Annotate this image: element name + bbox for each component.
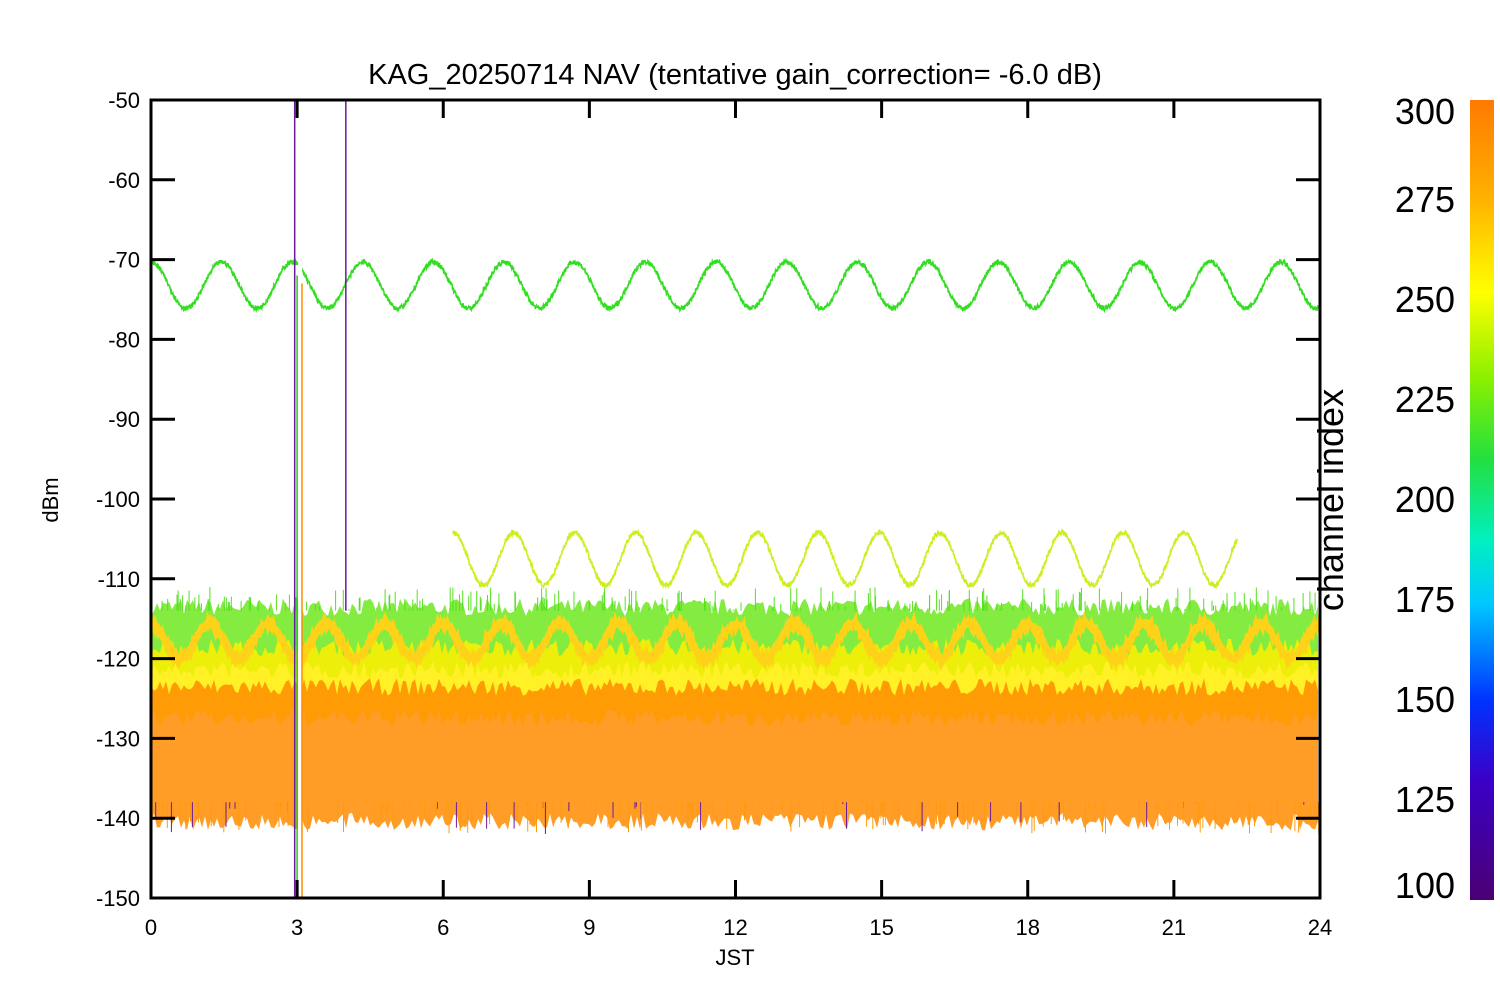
y-axis-label: dBm [38,477,63,522]
x-axis-ticks: 0 3 6 9 12 15 18 21 24 [145,100,1332,940]
x-tick-label: 0 [145,915,157,940]
colorbar-tick-label: 225 [1395,379,1455,420]
colorbar-tick-label: 300 [1395,91,1455,132]
y-tick-label: -110 [98,567,140,592]
x-axis-label: JST [715,945,754,970]
y-tick-label: -100 [96,487,140,512]
y-tick-label: -70 [108,248,140,273]
y-tick-label: -120 [96,647,140,672]
y-tick-label: -150 [96,886,140,911]
y-tick-label: -130 [96,726,140,751]
colorbar-tick-label: 100 [1395,865,1455,906]
colorbar-ticks: 300 275 250 225 200 175 150 125 100 [1395,91,1455,906]
series-line-0 [151,257,1320,314]
colorbar-tick-label: 275 [1395,179,1455,220]
series-lines [151,257,1320,672]
colorbar-tick-label: 200 [1395,479,1455,520]
colorbar-tick-label: 250 [1395,279,1455,320]
spikes [293,101,347,898]
noise-band-2 [151,678,1318,831]
colorbar-label: channel index [1310,389,1351,611]
x-tick-label: 24 [1308,915,1332,940]
colorbar-tick-label: 125 [1395,779,1455,820]
series-line-1 [452,528,1238,590]
y-axis-ticks: -50 -60 -70 -80 -90 -100 -110 -120 -130 -140 -150 [96,88,1320,911]
x-tick-label: 15 [869,915,893,940]
colorbar-tick-label: 175 [1395,579,1455,620]
y-tick-label: -80 [108,327,140,352]
colorbar-tick-label: 150 [1395,679,1455,720]
noise-spikes [151,587,1320,834]
x-tick-label: 21 [1162,915,1186,940]
y-tick-label: -50 [108,88,140,113]
x-tick-label: 6 [437,915,449,940]
data-gap [298,101,303,898]
x-tick-label: 18 [1016,915,1040,940]
x-tick-label: 3 [291,915,303,940]
y-tick-label: -140 [96,806,140,831]
y-tick-label: -90 [108,407,140,432]
y-tick-label: -60 [108,168,140,193]
x-tick-label: 9 [583,915,595,940]
series-line-2 [151,610,1320,672]
plot-area [151,101,1320,898]
colorbar [1470,100,1494,900]
x-tick-label: 12 [723,915,747,940]
chart-title: KAG_20250714 NAV (tentative gain_correct… [368,59,1102,91]
